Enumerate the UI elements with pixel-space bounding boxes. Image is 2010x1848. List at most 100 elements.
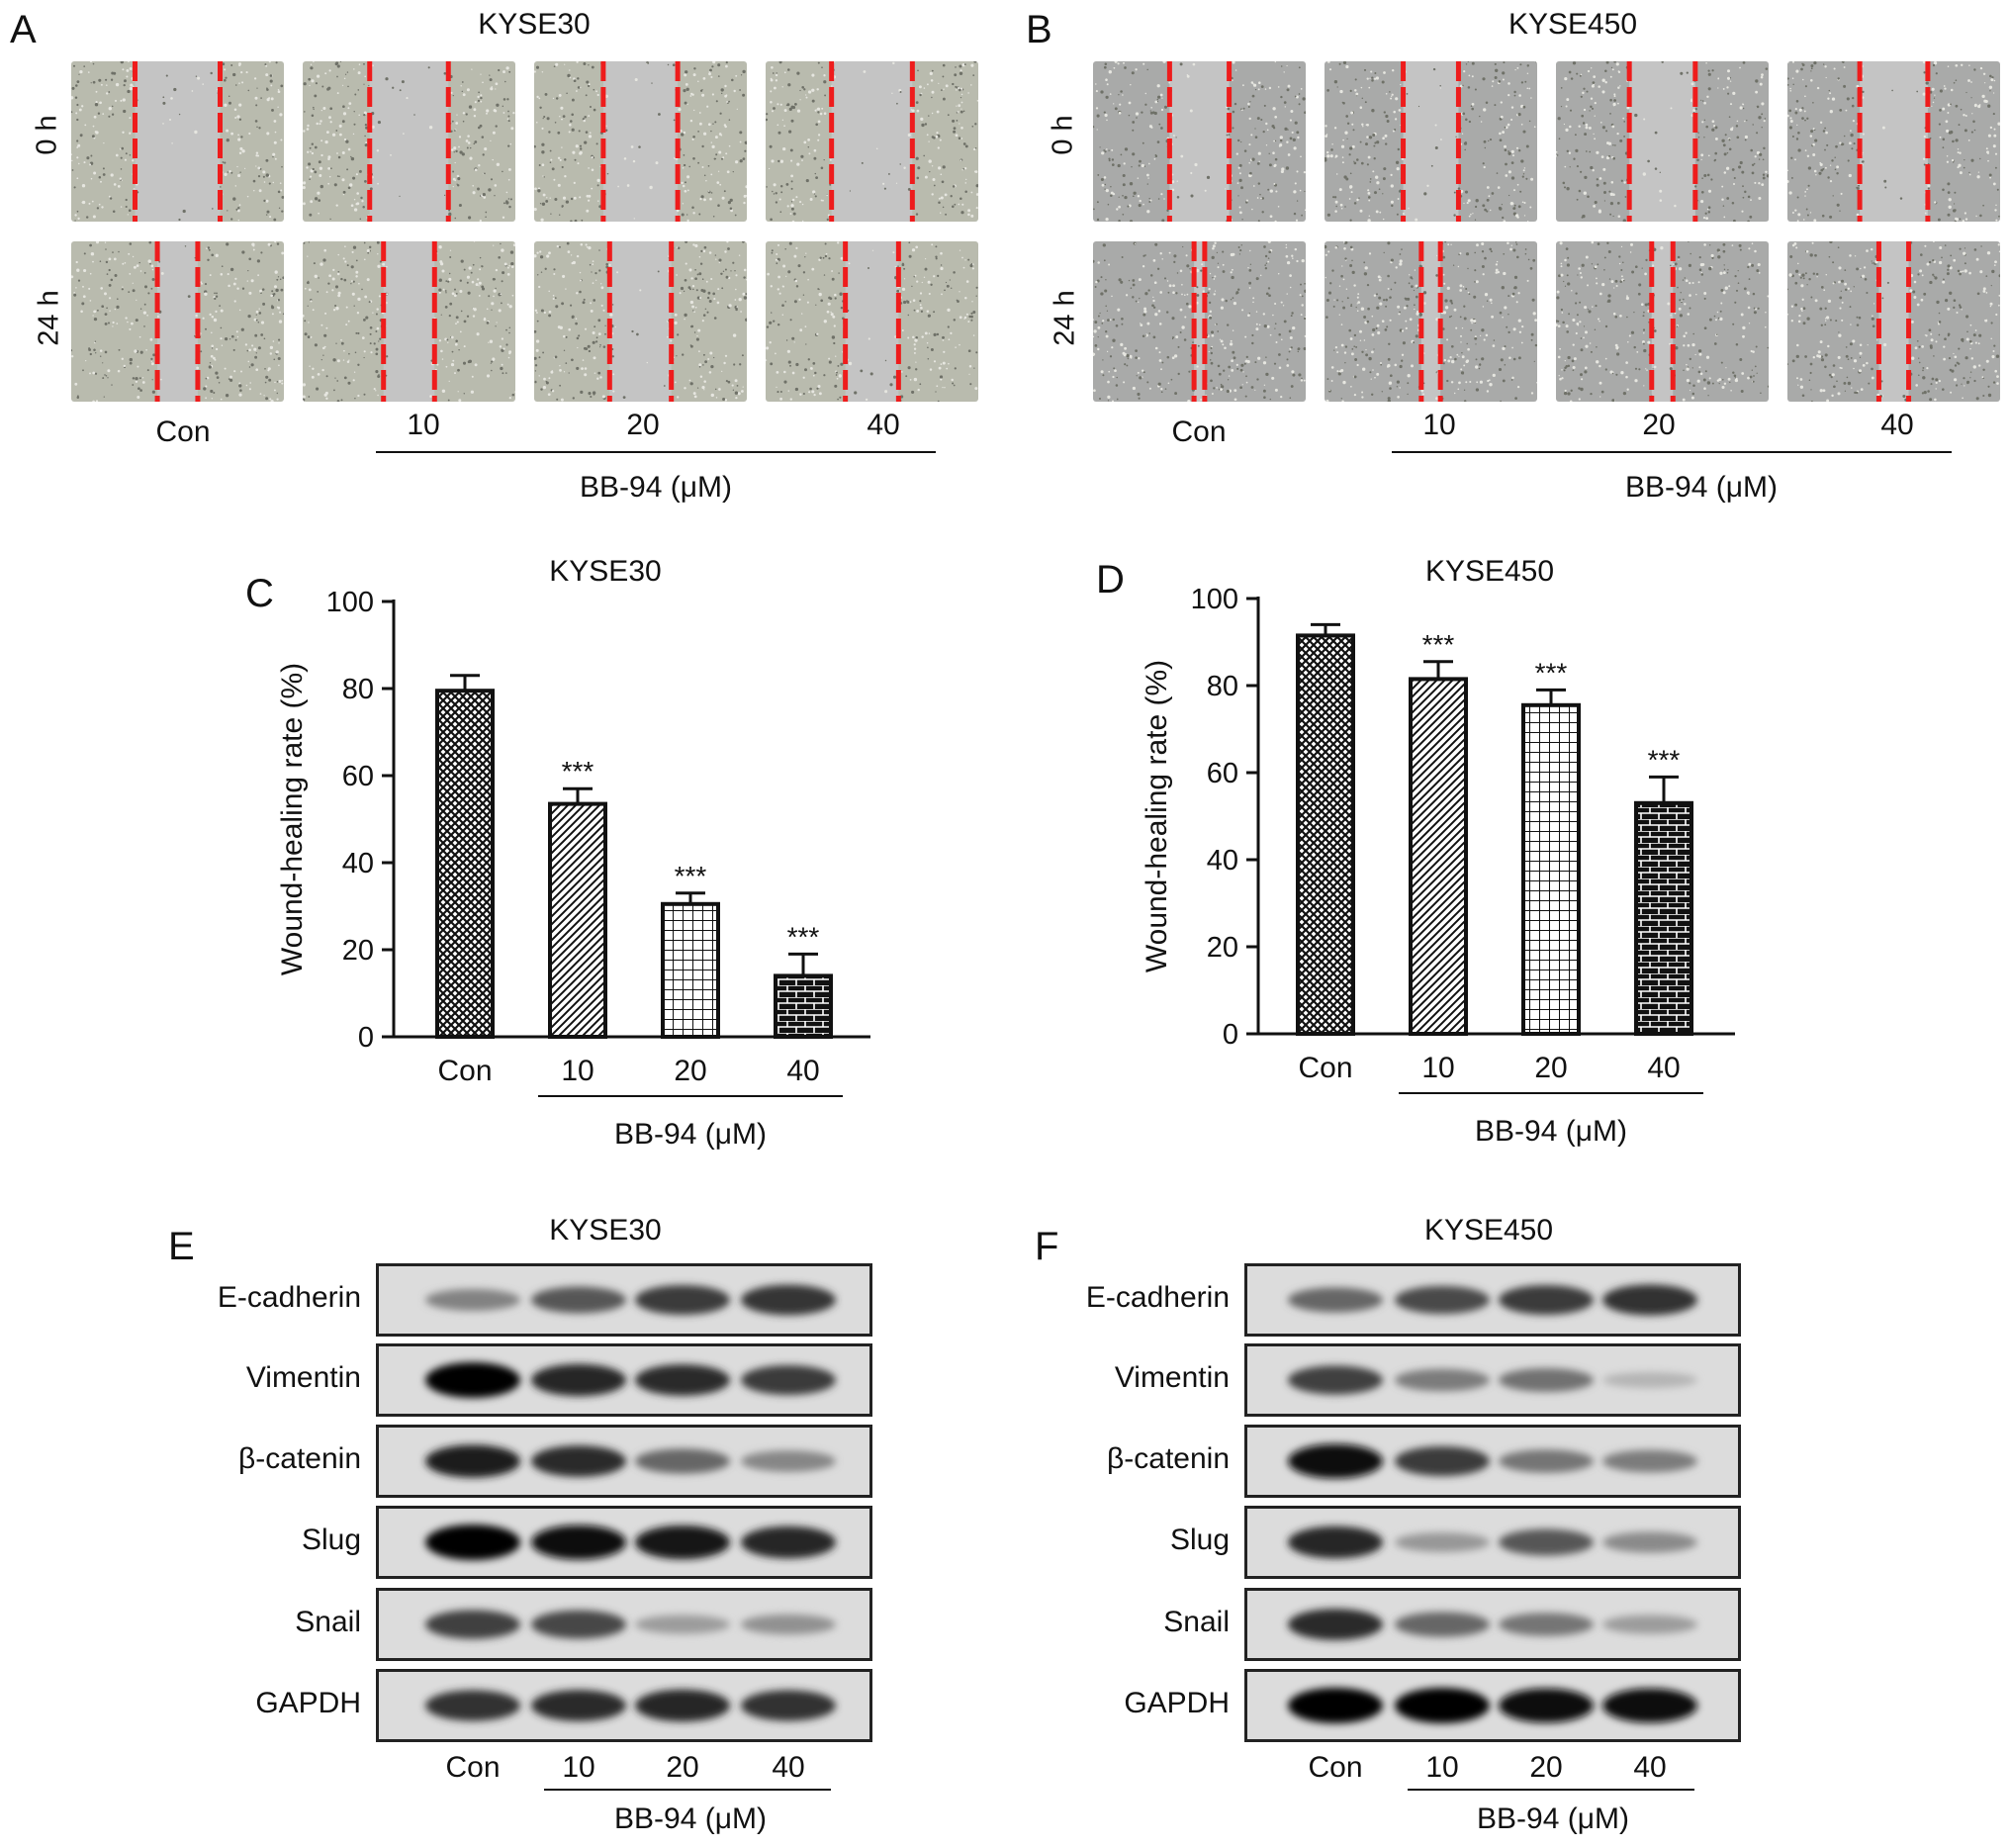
y-tick-label: 100: [326, 587, 374, 618]
y-tick-label: 80: [342, 674, 374, 705]
y-axis-label: Wound-healing rate (%): [1141, 660, 1173, 972]
condition-label: 10: [1422, 409, 1456, 441]
micrograph-kyse30-24h-20: [534, 241, 747, 402]
micrograph-kyse30-24h-40: [766, 241, 978, 402]
blot-band: [1602, 1531, 1697, 1553]
protein-label: β-catenin: [238, 1442, 361, 1475]
blot-kyse450-4: [1244, 1588, 1741, 1661]
x-tick-label: Con: [437, 1055, 492, 1087]
blot-kyse450-2: [1244, 1425, 1741, 1498]
blot-band: [635, 1615, 730, 1634]
y-tick-label: 0: [358, 1022, 374, 1054]
blot-band: [531, 1445, 626, 1477]
blot-band: [741, 1450, 836, 1472]
y-tick-label: 80: [1207, 671, 1238, 702]
x-tick-label: 40: [1647, 1052, 1680, 1084]
treatment-bracket: [1408, 1789, 1694, 1791]
condition-label: 40: [772, 1751, 805, 1784]
protein-label: Snail: [1163, 1606, 1230, 1638]
protein-label: E-cadherin: [1085, 1281, 1230, 1314]
treatment-label: BB-94 (μM): [1477, 1802, 1629, 1835]
blot-band: [635, 1364, 730, 1396]
condition-label: 10: [562, 1751, 595, 1784]
blot-kyse450-5: [1244, 1669, 1741, 1742]
x-tick-label: 40: [786, 1055, 819, 1087]
condition-label: 20: [1529, 1751, 1563, 1784]
blot-band: [635, 1525, 730, 1560]
blot-band: [531, 1363, 626, 1397]
micrograph-kyse450-0h-Con: [1093, 61, 1306, 222]
row-label-0h-a: 0 h: [31, 115, 63, 155]
blot-band: [531, 1610, 626, 1639]
treatment-bracket: [544, 1789, 831, 1791]
bar-10: [548, 801, 607, 1039]
condition-label: 40: [1880, 409, 1914, 441]
panel-letter-d: D: [1096, 558, 1125, 601]
micrograph-kyse30-24h-Con: [71, 241, 284, 402]
panel-letter-a: A: [10, 8, 37, 51]
blot-band: [741, 1690, 836, 1721]
x-axis-label: BB-94 (μM): [1475, 1115, 1627, 1148]
bar-40: [774, 973, 833, 1039]
blot-band: [1288, 1525, 1383, 1559]
micrograph-kyse30-0h-20: [534, 61, 747, 222]
blot-band: [425, 1525, 520, 1560]
treatment-label: BB-94 (μM): [580, 471, 732, 504]
y-axis-label: Wound-healing rate (%): [276, 663, 309, 975]
blot-kyse30-1: [376, 1343, 872, 1417]
micrograph-kyse30-24h-10: [303, 241, 515, 402]
blot-band: [425, 1444, 520, 1478]
y-tick-label: 60: [342, 761, 374, 792]
x-tick-label: 10: [1421, 1052, 1454, 1084]
micrograph-kyse450-0h-10: [1325, 61, 1537, 222]
blot-kyse30-5: [376, 1669, 872, 1742]
protein-label: GAPDH: [1124, 1687, 1230, 1719]
blot-band: [1395, 1688, 1490, 1723]
micrograph-kyse450-24h-20: [1556, 241, 1769, 402]
condition-label: Con: [1171, 416, 1227, 448]
micrograph-kyse450-0h-40: [1787, 61, 2000, 222]
y-tick-label: 40: [1207, 845, 1238, 877]
blot-band: [1288, 1287, 1383, 1313]
condition-label: 40: [1633, 1751, 1667, 1784]
panel-f-title: KYSE450: [1423, 1214, 1554, 1247]
treatment-label: BB-94 (μM): [1625, 471, 1778, 504]
blot-band: [531, 1286, 626, 1314]
treatment-bracket: [376, 451, 936, 453]
protein-label: Slug: [301, 1524, 361, 1556]
blot-band: [1602, 1688, 1697, 1723]
x-tick-label: 20: [1534, 1052, 1567, 1084]
blot-band: [425, 1690, 520, 1721]
y-tick-label: 40: [342, 848, 374, 879]
significance-marker: ***: [562, 756, 594, 786]
bar-10: [1409, 677, 1468, 1036]
row-label-24h-b: 24 h: [1049, 290, 1081, 346]
protein-label: β-catenin: [1107, 1442, 1230, 1475]
blot-band: [531, 1690, 626, 1721]
bar-chart-kyse450: KYSE450 Wound-healing rate (%) 0 20 40 60 80 10…: [1141, 555, 1735, 1148]
blot-band: [1499, 1528, 1594, 1556]
blot-band: [1288, 1688, 1383, 1723]
significance-marker: ***: [1422, 629, 1455, 660]
blot-band: [635, 1448, 730, 1474]
treatment-bracket: [1392, 451, 1952, 453]
x-tick-label: 20: [674, 1055, 706, 1087]
blot-band: [1288, 1443, 1383, 1479]
blot-band: [425, 1288, 520, 1312]
blot-band: [635, 1285, 730, 1315]
significance-marker: ***: [787, 921, 820, 952]
blot-band: [1499, 1688, 1594, 1723]
bar-Con: [1296, 633, 1355, 1037]
x-tick-label: Con: [1298, 1052, 1352, 1084]
y-tick-label: 0: [1223, 1019, 1238, 1051]
blot-band: [1602, 1371, 1697, 1389]
blot-band: [425, 1610, 520, 1639]
bar-chart-kyse30: KYSE30 Wound-healing rate (%) 0 20 40 60 80 100…: [276, 555, 870, 1151]
condition-label: Con: [445, 1751, 501, 1784]
panel-b-title: KYSE450: [1508, 8, 1638, 41]
blot-band: [1288, 1609, 1383, 1640]
protein-label: Vimentin: [245, 1361, 361, 1394]
protein-label: GAPDH: [255, 1687, 361, 1719]
blot-band: [1395, 1368, 1490, 1392]
condition-label: 20: [626, 409, 660, 441]
